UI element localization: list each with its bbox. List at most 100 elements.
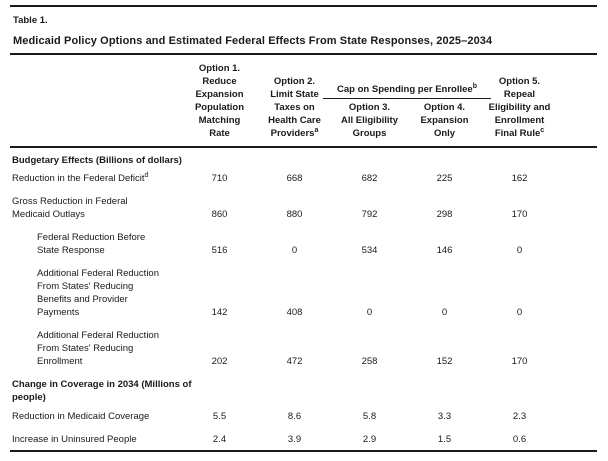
header-line: Final Rulec xyxy=(482,127,557,140)
cell-value: 0 xyxy=(441,307,448,318)
cell-value: 170 xyxy=(511,209,528,220)
footnote-marker-a: a xyxy=(314,126,319,134)
cell-value: 534 xyxy=(361,245,378,256)
header-line: Rate xyxy=(209,128,230,139)
cell-value: 5.5 xyxy=(212,411,227,422)
cell-value: 710 xyxy=(211,173,228,184)
cell-value: 258 xyxy=(361,356,378,367)
row-label-line: Additional Federal Reduction xyxy=(37,330,159,341)
header-line: Repeal xyxy=(503,89,536,100)
cell-value: 2.4 xyxy=(212,434,227,445)
header-option-1: Option 1. Reduce Expansion Population Ma… xyxy=(182,62,257,140)
row-label-line: State Response xyxy=(37,245,105,256)
header-line: Eligibility and xyxy=(488,102,551,113)
cell-value: 472 xyxy=(286,356,303,367)
header-line: Option 1. xyxy=(198,63,241,74)
header-rule xyxy=(10,146,597,148)
section-line: people) xyxy=(12,392,46,403)
table-row: Reduction in Medicaid Coverage 5.5 8.6 5… xyxy=(12,410,596,423)
header-line: Providersa xyxy=(257,127,332,140)
header-line: Matching xyxy=(198,115,241,126)
header-line: Groups xyxy=(352,128,387,139)
section-line: Change in Coverage in 2034 (Millions of xyxy=(12,379,192,390)
table-number: Table 1. xyxy=(13,15,48,26)
spanner-text: Cap on Spending per Enrollee xyxy=(337,84,473,95)
table-header: Option 1. Reduce Expansion Population Ma… xyxy=(0,55,608,146)
row-label-line: Gross Reduction in Federal xyxy=(12,196,128,207)
cell-value: 1.5 xyxy=(437,434,452,445)
row-label-text: Reduction in the Federal Deficit xyxy=(12,173,145,184)
cell-value: 298 xyxy=(436,209,453,220)
footnote-marker-d: d xyxy=(144,171,149,179)
header-line: All Eligibility xyxy=(340,115,398,126)
cell-value: 2.3 xyxy=(512,411,527,422)
header-line: Only xyxy=(433,128,456,139)
header-line: Option 2. xyxy=(273,76,316,87)
table-row: Additional Federal Reduction From States… xyxy=(12,267,596,319)
cell-value: 8.6 xyxy=(287,411,302,422)
table-row: Additional Federal Reduction From States… xyxy=(12,329,596,368)
cell-value: 3.9 xyxy=(287,434,302,445)
cell-value: 516 xyxy=(211,245,228,256)
cell-value: 668 xyxy=(286,173,303,184)
row-label-line: Benefits and Provider xyxy=(37,294,128,305)
top-rule xyxy=(10,5,597,7)
header-line: Limit State xyxy=(270,89,319,100)
spanner-subcolumns: Option 3. All Eligibility Groups Option … xyxy=(332,101,482,140)
cell-value: 860 xyxy=(211,209,228,220)
header-line: Option 5. xyxy=(498,76,541,87)
row-label: Additional Federal Reduction From States… xyxy=(12,329,182,368)
cell-value: 142 xyxy=(211,307,228,318)
section-budgetary-effects: Budgetary Effects (Billions of dollars) xyxy=(12,155,182,166)
row-label-line: From States' Reducing xyxy=(37,343,134,354)
cell-value: 3.3 xyxy=(437,411,452,422)
header-option-3: Option 3. All Eligibility Groups xyxy=(332,101,407,140)
header-line: Reduce xyxy=(202,76,237,87)
header-line: Population xyxy=(194,102,245,113)
header-option-5: Option 5. Repeal Eligibility and Enrollm… xyxy=(482,75,557,140)
title-rule xyxy=(10,53,597,55)
header-option-4: Option 4. Expansion Only xyxy=(407,101,482,140)
cell-value: 0 xyxy=(366,307,373,318)
cell-value: 152 xyxy=(436,356,453,367)
section-change-in-coverage: Change in Coverage in 2034 (Millions of … xyxy=(12,378,596,404)
row-label-line: Payments xyxy=(37,307,80,318)
cell-value: 2.9 xyxy=(362,434,377,445)
footnote-marker-b: b xyxy=(472,82,477,90)
cell-value: 0 xyxy=(516,245,523,256)
row-label-line: Enrollment xyxy=(37,356,83,367)
cell-value: 202 xyxy=(211,356,228,367)
header-line: Expansion xyxy=(195,89,244,100)
row-label-line: Medicaid Outlays xyxy=(12,209,85,220)
header-cap-spanner: Cap on Spending per Enrolleeb Option 3. … xyxy=(323,83,491,140)
cell-value: 162 xyxy=(511,173,528,184)
header-line: Taxes on xyxy=(274,102,315,113)
footnote-marker-c: c xyxy=(540,126,545,134)
cell-value: 0 xyxy=(516,307,523,318)
header-line: Health Care xyxy=(268,115,321,126)
table-row: Federal Reduction Before State Response … xyxy=(12,231,596,257)
row-label-line: Federal Reduction Before xyxy=(37,232,146,243)
header-line: Option 3. xyxy=(348,102,391,113)
row-label: Additional Federal Reduction From States… xyxy=(12,267,182,319)
row-label: Increase in Uninsured People xyxy=(12,434,137,445)
row-label: Reduction in the Federal Deficitd xyxy=(12,172,182,185)
bottom-rule xyxy=(10,450,597,452)
table-title: Medicaid Policy Options and Estimated Fe… xyxy=(13,35,493,47)
cell-value: 5.8 xyxy=(362,411,377,422)
header-line: Expansion xyxy=(420,115,469,126)
header-option-2: Option 2. Limit State Taxes on Health Ca… xyxy=(257,75,332,140)
cell-value: 0 xyxy=(291,245,298,256)
cell-value: 225 xyxy=(436,173,453,184)
cell-value: 146 xyxy=(436,245,453,256)
row-label: Federal Reduction Before State Response xyxy=(12,231,182,257)
spanner-title: Cap on Spending per Enrolleeb xyxy=(323,83,491,99)
table-row: Gross Reduction in Federal Medicaid Outl… xyxy=(12,195,596,221)
header-text: Providers xyxy=(270,128,315,139)
cell-value: 0.6 xyxy=(512,434,527,445)
header-line: Enrollment xyxy=(494,115,545,126)
table-row: Reduction in the Federal Deficitd 710 66… xyxy=(12,172,596,185)
cell-value: 880 xyxy=(286,209,303,220)
header-line: Option 4. xyxy=(423,102,466,113)
table-body: Budgetary Effects (Billions of dollars) … xyxy=(0,148,608,446)
